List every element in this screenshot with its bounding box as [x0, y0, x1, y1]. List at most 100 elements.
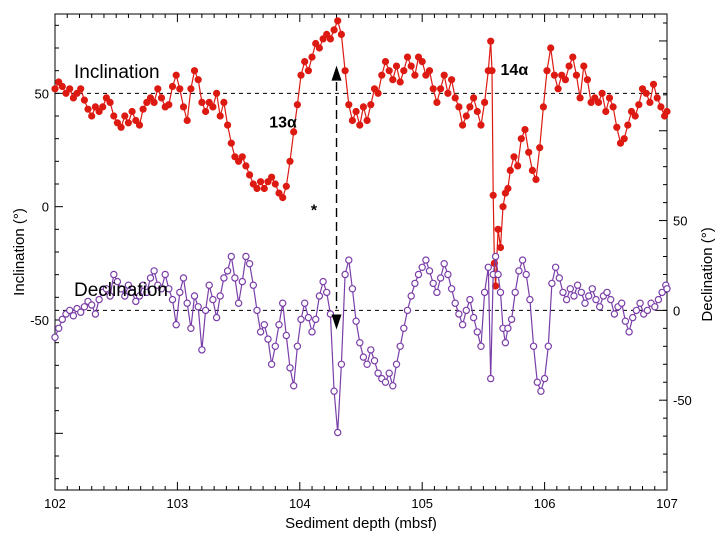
inclination-point [330, 26, 338, 34]
inclination-point [267, 173, 276, 181]
declination-point [494, 270, 502, 279]
inclination-point [407, 62, 415, 70]
declination-series [51, 252, 671, 437]
inclination-point [198, 98, 206, 107]
inclination-point [580, 62, 588, 70]
inclination-point [110, 112, 118, 120]
declination-point [385, 369, 393, 377]
inclination-point [176, 85, 184, 93]
inclination-point [374, 89, 382, 97]
declination-point [367, 346, 375, 354]
declination-point [279, 299, 287, 307]
declination-point [341, 270, 349, 279]
declination-point [392, 360, 401, 368]
inclination-point [613, 123, 621, 131]
declination-point [663, 285, 671, 293]
declination-point [370, 357, 379, 365]
declination-point [290, 382, 298, 390]
declination-point [603, 288, 611, 297]
inclination-point [381, 57, 390, 66]
inclination-point [124, 119, 132, 127]
inclination-point [99, 103, 107, 111]
declination-point [264, 335, 272, 343]
axis-ticks: 102 103 104 105 106 107 50 0 -50 50 0 -50 [30, 14, 692, 511]
declination-point [128, 288, 136, 297]
inclination-point [179, 103, 188, 111]
declination-point [146, 274, 155, 282]
x-tick-label: 106 [534, 496, 556, 511]
right-y-tick-label: -50 [673, 393, 692, 408]
declination-point [407, 292, 415, 300]
declination-point [69, 312, 78, 320]
declination-point [551, 263, 560, 271]
declination-point [577, 288, 586, 297]
declination-point [110, 270, 118, 279]
inclination-point [220, 98, 228, 107]
declination-point [348, 285, 357, 293]
declination-point [466, 295, 474, 304]
inclination-point [183, 116, 191, 125]
inclination-point [121, 112, 129, 120]
inclination-point [117, 123, 125, 131]
inclination-point [341, 67, 349, 75]
inclination-point [209, 103, 217, 111]
declination-point [581, 299, 589, 307]
inclination-point [385, 67, 393, 75]
declination-point [425, 267, 434, 275]
inclination-point [378, 71, 386, 79]
declination-point [462, 306, 470, 315]
inclination-point [334, 17, 342, 25]
declination-point [515, 267, 523, 275]
declination-point [227, 252, 235, 261]
right-y-tick-label: 0 [673, 303, 680, 318]
inclination-point [157, 94, 166, 102]
declination-point [458, 321, 467, 329]
left-y-tick-label: 0 [42, 200, 49, 215]
declination-point [165, 285, 173, 293]
declination-point [231, 274, 239, 282]
declination-point [636, 299, 644, 307]
declination-point [522, 270, 530, 279]
declination-point [212, 313, 221, 322]
declination-point [496, 288, 505, 297]
declination-point [121, 292, 129, 300]
declination-point [282, 331, 290, 340]
declination-point [588, 285, 597, 293]
declination-point [381, 378, 390, 386]
inclination-point [473, 107, 481, 116]
inclination-point [213, 89, 221, 97]
inclination-point [455, 103, 463, 111]
inclination-point [462, 112, 470, 120]
declination-point [256, 328, 265, 336]
declination-point [260, 321, 268, 329]
declination-point [518, 256, 527, 264]
declination-point [618, 299, 626, 307]
inclination-point [521, 126, 529, 134]
declination-point [223, 267, 232, 275]
declination-point [157, 285, 166, 293]
inclination-point [202, 107, 210, 116]
declination-point [143, 288, 151, 297]
inclination-point [539, 103, 548, 111]
declination-point [271, 342, 279, 350]
declination-point [629, 313, 637, 322]
declination-point [183, 299, 191, 307]
declination-point [198, 346, 206, 354]
declination-point [209, 295, 217, 304]
inclination-point [187, 85, 195, 93]
inclination-point [620, 135, 628, 143]
declination-point [132, 297, 140, 306]
declination-point [444, 270, 452, 279]
inclination-point [496, 243, 505, 252]
inclination-point [337, 30, 345, 39]
declination-point [65, 306, 74, 315]
declination-point [455, 310, 463, 318]
inclination-point [348, 116, 356, 125]
inclination-point [315, 44, 323, 52]
inclination-point [293, 101, 301, 109]
inclination-point [624, 121, 632, 129]
x-tick-label: 102 [44, 496, 66, 511]
declination-point [533, 378, 542, 386]
plot-frame [54, 13, 668, 491]
declination-point [76, 308, 85, 316]
